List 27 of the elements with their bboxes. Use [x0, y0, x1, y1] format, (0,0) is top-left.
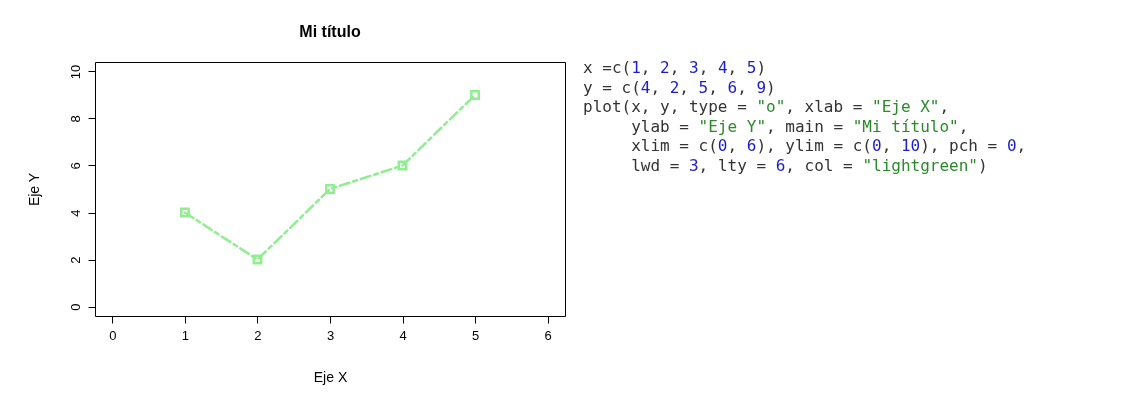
text: lwd = 3, lty = 6, col = "lightgreen") — [630, 155, 988, 175]
point — [252, 254, 263, 265]
y-tick-label: 0 — [67, 303, 83, 311]
point — [325, 184, 335, 194]
chart-title: Mi título — [299, 23, 361, 40]
x-tick-label: 4 — [399, 327, 407, 343]
point — [179, 207, 190, 218]
y-axis-title: Eje Y — [25, 172, 42, 207]
text: y = c(4, 2, 5, 6, 9) — [583, 77, 776, 97]
x-tick-label: 6 — [544, 327, 552, 343]
text: xlim = c(0, 6), ylim = c(0, 10), pch = 0, — [631, 136, 1027, 155]
text: plot(x, y, type = "o", xlab = "Eje X", — [583, 97, 950, 116]
x-tick-label: 0 — [109, 327, 117, 343]
x-axis-title: Eje X — [313, 368, 348, 385]
text: x =c(1, 2, 3, 4, 5) — [583, 58, 767, 77]
text: ylab = "Eje Y", main = "Mi título", — [630, 116, 969, 136]
x-tick-label: 5 — [471, 327, 480, 343]
y-tick-label: 8 — [67, 115, 83, 123]
x-tick-label: 1 — [181, 327, 190, 343]
y-tick-label: 2 — [67, 256, 83, 264]
y-tick-label: 4 — [67, 209, 83, 217]
y-tick-label: 10 — [67, 64, 83, 80]
point — [397, 160, 408, 171]
x-tick-label: 3 — [326, 327, 335, 343]
point — [470, 89, 481, 100]
y-tick-label: 6 — [67, 162, 83, 170]
x-tick-label: 2 — [254, 327, 262, 343]
